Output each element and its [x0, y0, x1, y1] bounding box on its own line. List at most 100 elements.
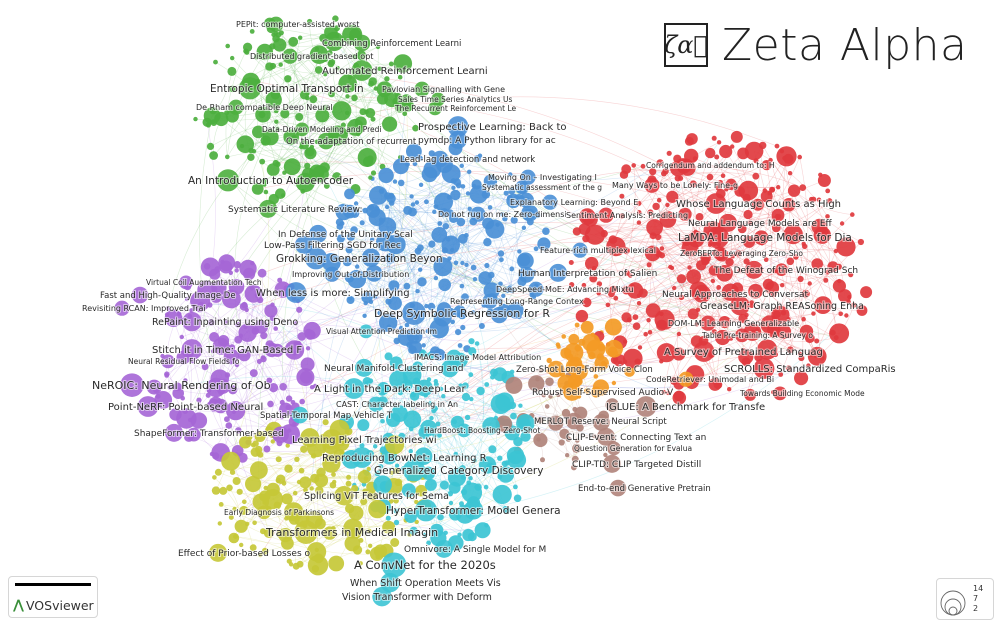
paper-node[interactable]	[717, 179, 724, 186]
paper-node[interactable]	[299, 140, 310, 150]
paper-label[interactable]: Improving Out-of-Distribution	[291, 269, 410, 280]
paper-node[interactable]	[304, 162, 311, 169]
paper-node[interactable]	[654, 309, 675, 330]
paper-node[interactable]	[561, 334, 566, 339]
paper-label[interactable]: Human Interpretation of Salien	[517, 268, 658, 280]
paper-node[interactable]	[836, 237, 856, 257]
paper-label[interactable]: A Survey of Pretrained Languag	[663, 346, 824, 359]
paper-node[interactable]	[273, 38, 287, 52]
paper-node[interactable]	[225, 422, 233, 429]
paper-node[interactable]	[379, 313, 398, 332]
paper-label[interactable]: Generalized Category Discovery	[373, 464, 544, 478]
paper-node[interactable]	[460, 184, 466, 189]
paper-node[interactable]	[856, 305, 868, 316]
paper-node[interactable]	[412, 161, 418, 167]
paper-node[interactable]	[700, 252, 711, 264]
paper-node[interactable]	[355, 264, 360, 269]
labeled-paper-node[interactable]	[693, 341, 715, 362]
paper-node[interactable]	[448, 500, 454, 506]
paper-node[interactable]	[284, 75, 292, 83]
paper-label[interactable]: Sentiment Analysis: Predicting	[565, 210, 689, 221]
paper-node[interactable]	[656, 159, 664, 167]
paper-node[interactable]	[817, 174, 831, 187]
paper-node[interactable]	[342, 257, 352, 267]
paper-node[interactable]	[408, 449, 413, 454]
paper-node[interactable]	[348, 505, 364, 521]
paper-node[interactable]	[647, 209, 654, 216]
paper-node[interactable]	[376, 81, 393, 97]
paper-node[interactable]	[596, 291, 601, 296]
paper-node[interactable]	[744, 141, 764, 161]
paper-node[interactable]	[225, 43, 230, 49]
paper-node[interactable]	[493, 367, 507, 382]
paper-node[interactable]	[303, 321, 321, 340]
paper-node[interactable]	[504, 287, 511, 294]
paper-label[interactable]: Do not rug on me: Zero-dimensi	[437, 209, 568, 220]
paper-node[interactable]	[259, 158, 266, 165]
paper-node[interactable]	[761, 160, 772, 171]
labeled-paper-node[interactable]	[446, 349, 462, 365]
labeled-paper-node[interactable]	[414, 499, 438, 522]
paper-node[interactable]	[571, 464, 577, 471]
paper-node[interactable]	[213, 59, 218, 65]
labeled-paper-node[interactable]	[547, 360, 565, 378]
paper-node[interactable]	[678, 207, 692, 221]
paper-node[interactable]	[501, 460, 508, 467]
labeled-paper-node[interactable]	[216, 169, 240, 192]
paper-node[interactable]	[497, 466, 515, 483]
paper-node[interactable]	[585, 256, 599, 271]
paper-node[interactable]	[763, 257, 769, 263]
paper-node[interactable]	[461, 293, 469, 302]
paper-node[interactable]	[335, 203, 353, 221]
paper-node[interactable]	[362, 488, 368, 494]
paper-node[interactable]	[502, 216, 508, 222]
labeled-paper-node[interactable]	[120, 373, 144, 397]
paper-label[interactable]: On the adaptation of recurrent	[285, 136, 418, 148]
paper-node[interactable]	[544, 404, 550, 409]
paper-node[interactable]	[716, 285, 722, 290]
paper-node[interactable]	[365, 265, 383, 282]
paper-node[interactable]	[311, 165, 329, 183]
paper-node[interactable]	[314, 66, 323, 74]
paper-node[interactable]	[322, 419, 329, 426]
paper-node[interactable]	[346, 296, 355, 304]
paper-label[interactable]: The Defeat of the Winograd Sch	[712, 265, 859, 277]
paper-node[interactable]	[640, 163, 646, 169]
paper-node[interactable]	[265, 62, 274, 71]
paper-node[interactable]	[823, 277, 829, 283]
paper-node[interactable]	[596, 281, 603, 287]
paper-node[interactable]	[426, 540, 431, 546]
paper-node[interactable]	[274, 119, 279, 124]
paper-node[interactable]	[386, 234, 406, 255]
paper-node[interactable]	[238, 323, 257, 342]
paper-node[interactable]	[409, 526, 418, 536]
paper-node[interactable]	[495, 415, 512, 432]
paper-node[interactable]	[239, 505, 249, 515]
paper-node[interactable]	[435, 421, 441, 427]
paper-node[interactable]	[258, 552, 263, 558]
paper-node[interactable]	[482, 417, 500, 435]
paper-node[interactable]	[580, 320, 594, 334]
paper-node[interactable]	[605, 302, 611, 308]
labeled-paper-node[interactable]	[609, 479, 627, 497]
paper-label[interactable]: Learning Pixel Trajectories wi	[291, 434, 438, 447]
paper-label[interactable]: MERLOT Reserve: Neural Script	[533, 416, 668, 428]
paper-node[interactable]	[427, 401, 433, 406]
paper-node[interactable]	[154, 391, 173, 409]
paper-node[interactable]	[365, 549, 371, 555]
paper-node[interactable]	[273, 108, 279, 114]
paper-label[interactable]: When less is more: Simplifying	[255, 287, 411, 300]
paper-node[interactable]	[196, 397, 202, 403]
paper-node[interactable]	[816, 197, 822, 202]
paper-node[interactable]	[798, 355, 805, 362]
paper-node[interactable]	[783, 224, 803, 245]
paper-node[interactable]	[368, 77, 377, 86]
labeled-paper-node[interactable]	[563, 382, 581, 401]
paper-node[interactable]	[360, 498, 368, 506]
paper-node[interactable]	[439, 480, 449, 490]
paper-node[interactable]	[214, 468, 222, 476]
paper-node[interactable]	[285, 443, 290, 448]
labeled-paper-node[interactable]	[238, 77, 262, 100]
paper-node[interactable]	[275, 126, 280, 131]
labeled-paper-node[interactable]	[773, 386, 787, 401]
